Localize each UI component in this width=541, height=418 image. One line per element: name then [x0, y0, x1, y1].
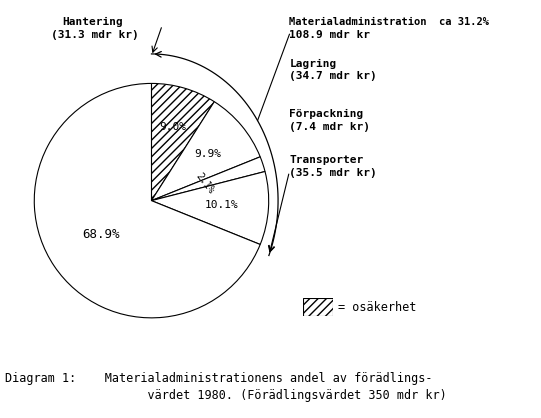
Wedge shape	[151, 84, 214, 201]
Text: Materialadministration  ca 31.2%: Materialadministration ca 31.2%	[289, 17, 490, 27]
Text: (35.5 mdr kr): (35.5 mdr kr)	[289, 168, 377, 178]
Text: (7.4 mdr kr): (7.4 mdr kr)	[289, 122, 371, 132]
Text: Hantering: Hantering	[62, 17, 123, 27]
Text: = osäkerhet: = osäkerhet	[338, 301, 417, 314]
Wedge shape	[34, 84, 260, 318]
Text: Diagram 1:    Materialadministrationens andel av förädlings-: Diagram 1: Materialadministrationens and…	[5, 372, 433, 385]
Text: 10.1%: 10.1%	[205, 200, 239, 210]
Text: Lagring: Lagring	[289, 59, 337, 69]
Wedge shape	[151, 171, 269, 245]
Text: (31.3 mdr kr): (31.3 mdr kr)	[51, 30, 139, 40]
Text: 68.9%: 68.9%	[82, 228, 120, 241]
Text: 108.9 mdr kr: 108.9 mdr kr	[289, 31, 371, 41]
Text: 9.9%: 9.9%	[194, 149, 221, 159]
Text: 9.0%: 9.0%	[159, 122, 186, 133]
Wedge shape	[151, 157, 265, 201]
Wedge shape	[151, 102, 260, 201]
Text: Transporter: Transporter	[289, 155, 364, 165]
FancyBboxPatch shape	[303, 298, 333, 316]
Text: Förpackning: Förpackning	[289, 109, 364, 119]
Text: (34.7 mdr kr): (34.7 mdr kr)	[289, 71, 377, 82]
Text: 2.1%: 2.1%	[194, 171, 216, 196]
Text: värdet 1980. (Förädlingsvärdet 350 mdr kr): värdet 1980. (Förädlingsvärdet 350 mdr k…	[5, 389, 447, 402]
